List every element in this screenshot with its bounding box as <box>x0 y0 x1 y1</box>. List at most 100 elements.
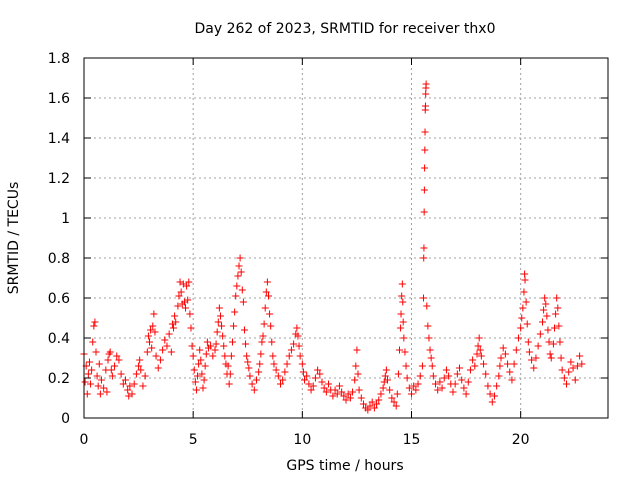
data-point <box>111 362 119 370</box>
data-point <box>216 312 224 320</box>
data-point <box>165 330 173 338</box>
data-point <box>190 366 198 374</box>
y-tick-label: 1.2 <box>48 171 70 187</box>
data-point <box>422 80 430 88</box>
data-point <box>425 334 433 342</box>
data-point <box>108 372 116 380</box>
data-point <box>81 378 89 386</box>
data-point <box>184 296 192 304</box>
data-point <box>100 384 108 392</box>
data-point <box>517 324 525 332</box>
y-tick-label: 0.8 <box>48 251 70 267</box>
data-point <box>440 374 448 382</box>
data-point <box>89 338 97 346</box>
data-point <box>296 352 304 360</box>
data-point <box>320 384 328 392</box>
data-point <box>547 354 555 362</box>
x-tick-label: 10 <box>293 432 311 448</box>
data-point <box>398 292 406 300</box>
data-point <box>578 360 586 368</box>
data-point <box>246 372 254 380</box>
data-point <box>576 352 584 360</box>
data-point <box>231 308 239 316</box>
data-point <box>287 346 295 354</box>
data-point <box>124 386 132 394</box>
data-point <box>532 354 540 362</box>
data-point <box>197 356 205 364</box>
data-point <box>466 366 474 374</box>
data-point <box>408 390 415 398</box>
data-point <box>555 322 563 330</box>
data-point <box>107 366 115 374</box>
x-tick-label: 5 <box>189 432 198 448</box>
data-point <box>149 322 157 330</box>
data-point <box>534 342 542 350</box>
data-point <box>477 352 485 360</box>
data-point <box>113 352 121 360</box>
data-point <box>267 322 275 330</box>
data-point <box>354 370 362 378</box>
data-point <box>504 360 512 368</box>
data-point <box>414 380 422 388</box>
data-point <box>235 262 243 270</box>
data-point <box>119 380 127 388</box>
data-point <box>220 342 228 350</box>
data-point <box>325 380 333 388</box>
data-point <box>170 324 178 332</box>
data-point <box>539 318 546 326</box>
data-point <box>106 348 114 356</box>
data-point <box>136 356 144 364</box>
data-point <box>261 304 269 312</box>
data-point <box>344 390 352 398</box>
data-point <box>225 380 233 388</box>
data-point <box>540 306 548 314</box>
data-point <box>403 374 411 382</box>
data-point <box>398 280 406 288</box>
data-point <box>200 376 208 384</box>
data-point <box>427 354 435 362</box>
data-point <box>357 394 365 402</box>
data-point <box>92 348 100 356</box>
data-point <box>295 342 303 350</box>
data-point <box>211 346 219 354</box>
chart-title: Day 262 of 2023, SRMTID for receiver thx… <box>195 21 496 37</box>
data-point <box>303 372 311 380</box>
data-point <box>272 366 280 374</box>
data-point <box>482 370 490 378</box>
data-point <box>143 348 151 356</box>
data-point <box>221 352 229 360</box>
data-point <box>214 318 222 326</box>
data-point <box>293 324 301 332</box>
data-point <box>381 372 389 380</box>
data-point <box>294 332 302 340</box>
data-point <box>400 334 408 342</box>
data-point <box>567 358 575 366</box>
data-point <box>420 254 428 262</box>
data-point <box>451 380 459 388</box>
data-point <box>476 346 484 354</box>
data-point <box>88 366 96 374</box>
data-point <box>189 352 197 360</box>
data-point <box>525 348 533 356</box>
data-point <box>192 386 200 394</box>
data-point <box>207 342 215 350</box>
data-point <box>428 362 436 370</box>
data-point <box>329 392 337 400</box>
data-point <box>230 322 238 330</box>
data-point <box>373 400 381 408</box>
data-point <box>307 386 315 394</box>
data-point <box>183 282 191 290</box>
y-axis-ticks: 0 0.2 0.4 0.6 0.8 1 1.2 1.4 1.6 1.8 <box>48 51 608 427</box>
data-point <box>132 370 140 378</box>
x-tick-label: 20 <box>512 432 530 448</box>
data-point <box>148 344 156 352</box>
data-point <box>130 380 138 388</box>
data-point <box>386 386 394 394</box>
data-point <box>558 366 566 374</box>
data-point <box>195 360 203 368</box>
data-point <box>340 392 348 400</box>
data-point <box>194 372 202 380</box>
data-point <box>232 292 240 300</box>
data-points <box>80 80 586 414</box>
data-point <box>506 368 514 376</box>
